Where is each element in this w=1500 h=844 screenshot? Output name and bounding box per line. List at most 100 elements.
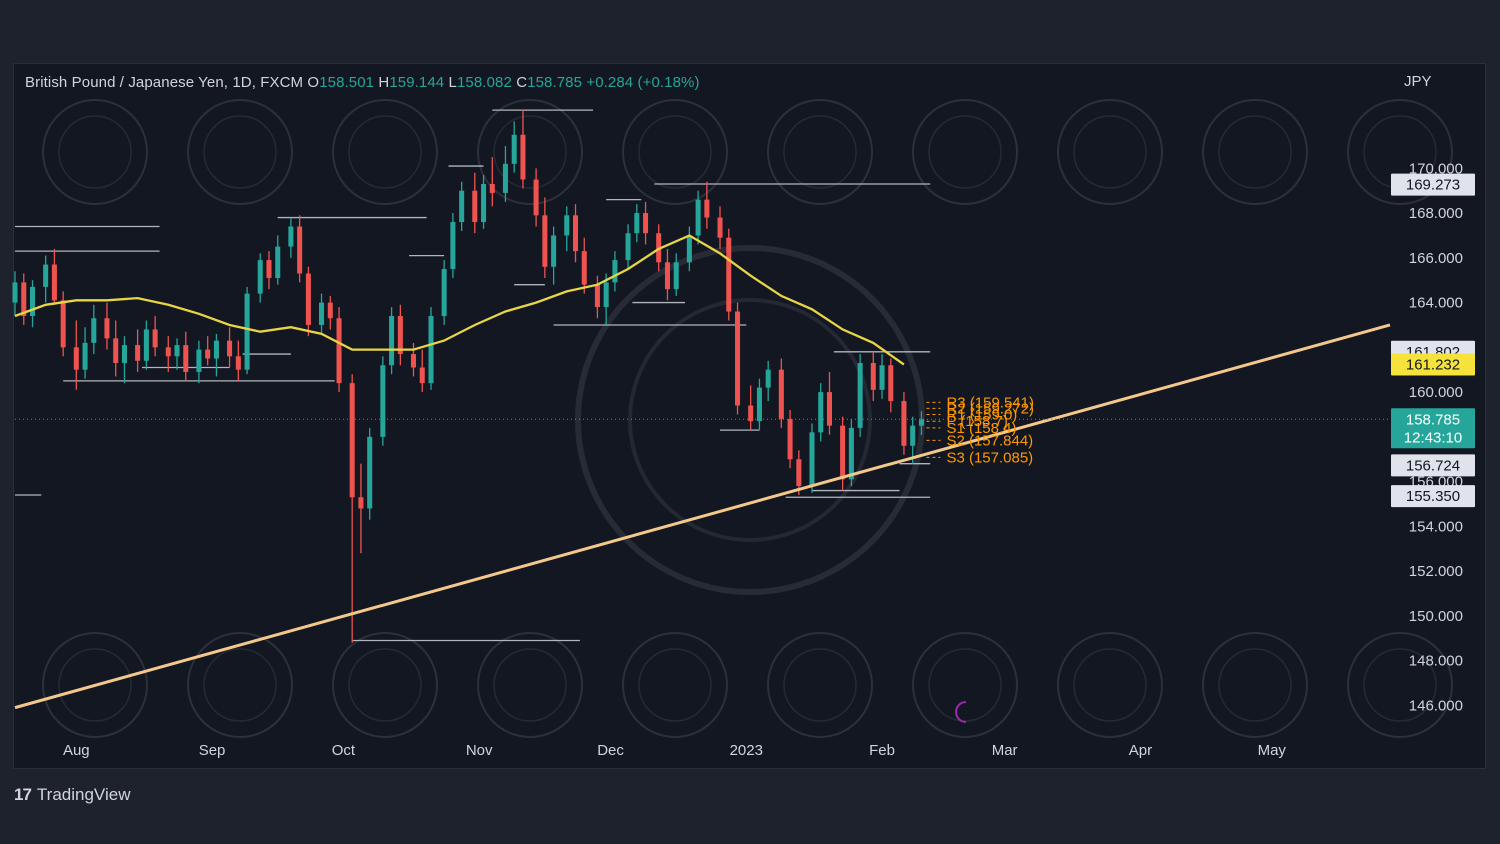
symbol-title: British Pound / Japanese Yen, 1D, FXCM bbox=[25, 74, 304, 91]
candle-down bbox=[336, 318, 342, 384]
candle-down bbox=[135, 345, 141, 361]
price-label-text: 155.350 bbox=[1406, 488, 1460, 505]
candle-up bbox=[673, 262, 679, 290]
price-axis-tick: 168.000 bbox=[1409, 205, 1463, 222]
candle-up bbox=[389, 316, 395, 366]
watermark-emblem-icon bbox=[42, 632, 148, 738]
candle-up bbox=[857, 363, 863, 428]
watermark-emblem-icon bbox=[912, 632, 1018, 738]
time-axis[interactable]: Aug Sep Oct Nov Dec 2023 Feb Mar Apr May bbox=[63, 742, 1286, 759]
time-axis-tick: 2023 bbox=[730, 742, 763, 759]
change-value: +0.284 (+0.18%) bbox=[586, 74, 700, 91]
price-axis-tick: 160.000 bbox=[1409, 384, 1463, 401]
price-labels: 169.273161.802161.232158.78512:43:10156.… bbox=[1391, 173, 1475, 508]
candle-down bbox=[888, 365, 894, 402]
candle-down bbox=[104, 318, 110, 339]
candle-down bbox=[113, 338, 119, 364]
time-axis-tick: May bbox=[1258, 742, 1287, 759]
open-label: O bbox=[307, 74, 320, 91]
pivot-label: P (158.7) bbox=[946, 413, 1007, 430]
candle-up bbox=[459, 190, 465, 223]
pivot-labels: R3 (159.541)R2 (159.272)R1 (159.0)P (158… bbox=[926, 394, 1034, 466]
watermark-emblem-ring-icon bbox=[783, 115, 857, 189]
candle-up bbox=[143, 329, 149, 361]
candle-up bbox=[612, 260, 618, 283]
candle-down bbox=[735, 311, 741, 406]
candle-down bbox=[778, 369, 784, 419]
candle-up bbox=[174, 345, 180, 357]
time-axis-tick: Dec bbox=[597, 742, 624, 759]
candle-up bbox=[511, 134, 517, 164]
watermark-emblem-icon bbox=[1057, 632, 1163, 738]
countdown-label-text: 12:43:10 bbox=[1404, 429, 1462, 446]
price-axis-tick: 152.000 bbox=[1409, 563, 1463, 580]
candle-up bbox=[213, 340, 219, 359]
time-axis-tick: Apr bbox=[1129, 742, 1152, 759]
candle-down bbox=[542, 215, 548, 267]
time-axis-tick: Feb bbox=[869, 742, 895, 759]
candle-up bbox=[82, 342, 88, 370]
loading-spinner-icon bbox=[955, 701, 967, 723]
price-axis-tick: 170.000 bbox=[1409, 160, 1463, 177]
time-axis-tick: Mar bbox=[992, 742, 1018, 759]
candle-down bbox=[73, 347, 79, 370]
candle-up bbox=[244, 293, 250, 370]
price-axis-tick: 150.000 bbox=[1409, 608, 1463, 625]
candle-up bbox=[910, 425, 916, 446]
candle-up bbox=[502, 163, 508, 193]
candle-up bbox=[380, 365, 386, 437]
price-label-text: 169.273 bbox=[1406, 177, 1460, 194]
candle-up bbox=[367, 436, 373, 509]
price-label-text: 158.785 bbox=[1406, 411, 1460, 428]
time-axis-tick: Sep bbox=[199, 742, 226, 759]
candle-down bbox=[572, 215, 579, 252]
watermark-emblem-icon bbox=[187, 632, 293, 738]
candle-up bbox=[818, 392, 824, 433]
candle-down bbox=[297, 226, 303, 274]
candle-down bbox=[205, 349, 211, 359]
watermark-emblem-icon bbox=[1347, 99, 1453, 205]
moving-average-layer bbox=[14, 234, 905, 366]
candle-down bbox=[410, 354, 417, 368]
candle-down bbox=[717, 217, 723, 238]
watermark-emblem-icon bbox=[1347, 632, 1453, 738]
candle-down bbox=[826, 392, 833, 426]
candle-up bbox=[756, 387, 762, 422]
close-label: C bbox=[516, 74, 528, 91]
candle-down bbox=[227, 340, 233, 357]
candle-down bbox=[349, 383, 355, 498]
candle-up bbox=[848, 427, 854, 480]
candle-down bbox=[358, 497, 364, 509]
watermark-emblem-ring-icon bbox=[1218, 115, 1292, 189]
candle-up bbox=[441, 269, 447, 317]
candle-down bbox=[748, 405, 754, 422]
tradingview-brand[interactable]: 17 TradingView bbox=[14, 784, 130, 806]
candle-down bbox=[901, 401, 907, 446]
candle-down bbox=[472, 190, 478, 223]
price-label-box bbox=[1391, 408, 1475, 449]
price-label-box bbox=[1391, 485, 1475, 508]
watermark-emblem-icon bbox=[622, 632, 728, 738]
candle-up bbox=[12, 282, 18, 303]
candle-down bbox=[787, 418, 793, 460]
candle-down bbox=[397, 316, 403, 355]
watermark-emblem-ring-icon bbox=[928, 115, 1002, 189]
candle-up bbox=[29, 286, 36, 317]
candle-down bbox=[726, 237, 732, 312]
candle-up bbox=[765, 369, 771, 388]
price-label-text: 156.724 bbox=[1406, 457, 1460, 474]
watermark-emblem-ring-icon bbox=[493, 115, 567, 189]
price-axis-tick: 164.000 bbox=[1409, 295, 1463, 312]
watermark-emblem-ring-icon bbox=[493, 648, 567, 722]
watermark-emblem-ring-icon bbox=[203, 115, 277, 189]
candle-down bbox=[305, 273, 311, 325]
candle-down bbox=[327, 302, 333, 319]
time-axis-tick: Oct bbox=[332, 742, 356, 759]
candle-up bbox=[634, 213, 640, 234]
watermark-emblem-ring-icon bbox=[1218, 648, 1292, 722]
candle-up bbox=[686, 235, 692, 263]
watermark-emblem-ring-icon bbox=[1073, 648, 1147, 722]
watermark-emblem-icon bbox=[1202, 632, 1308, 738]
candle-down bbox=[152, 329, 158, 348]
